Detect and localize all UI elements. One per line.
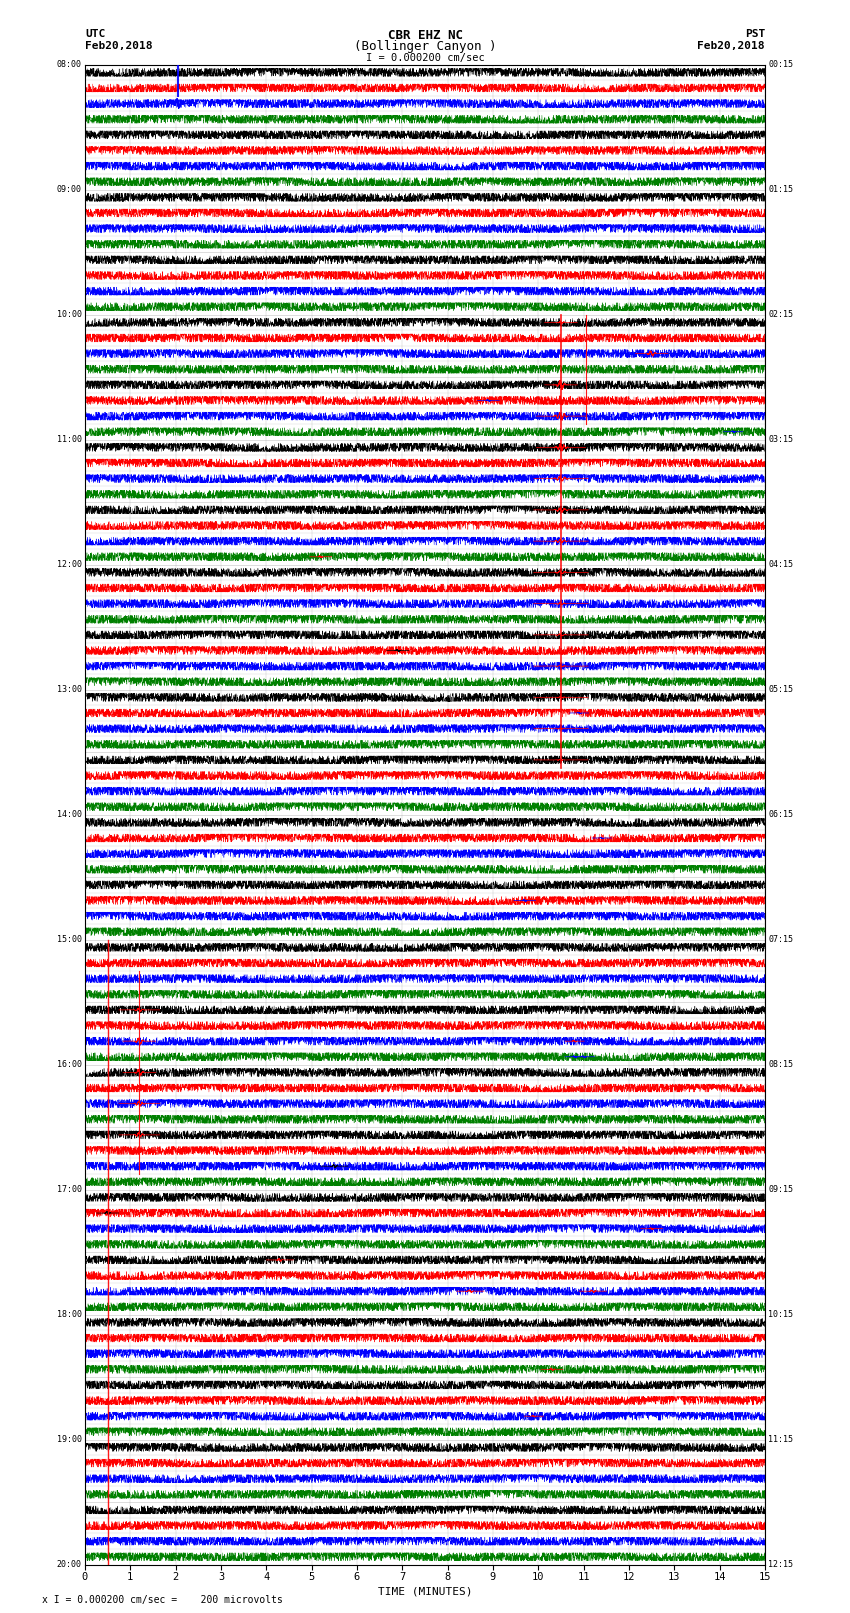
Text: 01:15: 01:15 [768, 185, 793, 194]
Text: 11:15: 11:15 [768, 1436, 793, 1444]
Text: 09:00: 09:00 [57, 185, 82, 194]
Text: 14:00: 14:00 [57, 810, 82, 819]
Text: 05:15: 05:15 [768, 686, 793, 694]
Text: 02:15: 02:15 [768, 310, 793, 319]
Text: 09:15: 09:15 [768, 1186, 793, 1194]
Text: 04:15: 04:15 [768, 560, 793, 569]
Text: PST
Feb20,2018: PST Feb20,2018 [698, 29, 765, 50]
Text: 13:00: 13:00 [57, 686, 82, 694]
Text: UTC
Feb20,2018: UTC Feb20,2018 [85, 29, 152, 50]
Text: 19:00: 19:00 [57, 1436, 82, 1444]
X-axis label: TIME (MINUTES): TIME (MINUTES) [377, 1587, 473, 1597]
Text: 20:00: 20:00 [57, 1560, 82, 1569]
Text: x I = 0.000200 cm/sec =    200 microvolts: x I = 0.000200 cm/sec = 200 microvolts [42, 1595, 283, 1605]
Text: 03:15: 03:15 [768, 436, 793, 444]
Text: 10:15: 10:15 [768, 1310, 793, 1319]
Text: 11:00: 11:00 [57, 436, 82, 444]
Text: 12:15: 12:15 [768, 1560, 793, 1569]
Text: 16:00: 16:00 [57, 1060, 82, 1069]
Text: 15:00: 15:00 [57, 936, 82, 944]
Text: 18:00: 18:00 [57, 1310, 82, 1319]
Text: 12:00: 12:00 [57, 560, 82, 569]
Text: 08:00: 08:00 [57, 60, 82, 69]
Text: 10:00: 10:00 [57, 310, 82, 319]
Text: 07:15: 07:15 [768, 936, 793, 944]
Text: 06:15: 06:15 [768, 810, 793, 819]
Text: CBR EHZ NC: CBR EHZ NC [388, 29, 462, 42]
Text: I = 0.000200 cm/sec: I = 0.000200 cm/sec [366, 53, 484, 63]
Text: (Bollinger Canyon ): (Bollinger Canyon ) [354, 40, 496, 53]
Text: 08:15: 08:15 [768, 1060, 793, 1069]
Text: 17:00: 17:00 [57, 1186, 82, 1194]
Text: 00:15: 00:15 [768, 60, 793, 69]
